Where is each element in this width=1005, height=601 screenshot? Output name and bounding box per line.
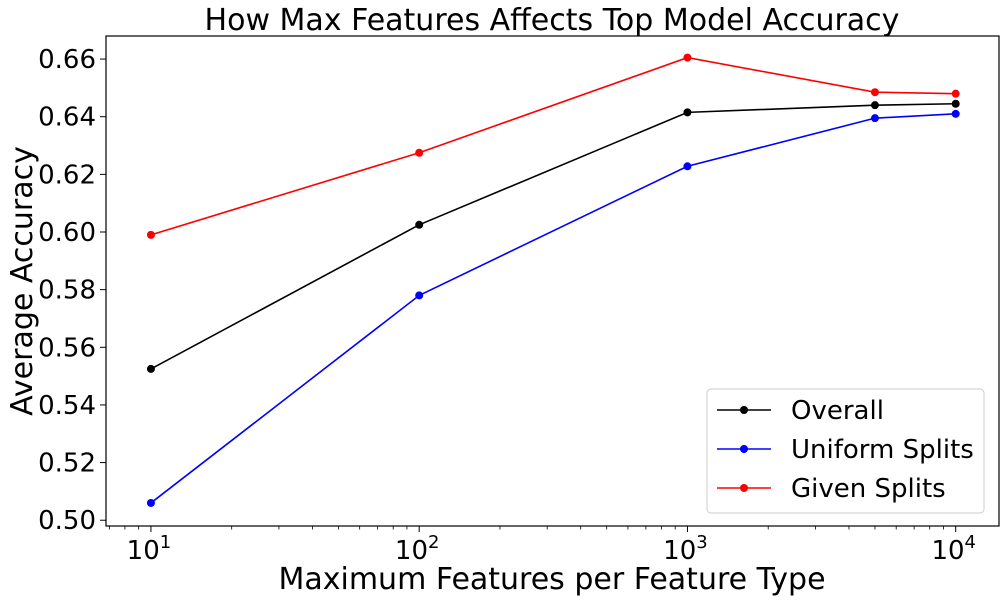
y-axis-label: Average Accuracy	[5, 146, 40, 416]
y-tick-label: 0.64	[38, 103, 96, 133]
data-point	[146, 364, 155, 373]
legend-label: Overall	[791, 396, 884, 426]
data-point	[870, 101, 879, 110]
y-tick-label: 0.58	[38, 276, 96, 306]
legend-label: Uniform Splits	[791, 435, 974, 465]
legend-swatch-marker	[740, 445, 748, 453]
data-point	[146, 498, 155, 507]
data-point	[683, 108, 692, 117]
legend-label: Given Splits	[791, 474, 946, 504]
data-point	[951, 99, 960, 108]
x-tick-label: 104	[931, 532, 976, 566]
data-point	[415, 291, 424, 300]
x-tick-label: 102	[395, 532, 440, 566]
data-point	[415, 220, 424, 229]
data-point	[683, 53, 692, 62]
y-tick-label: 0.62	[38, 160, 96, 190]
y-axis: 0.50 0.52 0.54 0.56 0.58 0.60 0.62 0.64 0.66	[38, 45, 106, 536]
chart-title: How Max Features Affects Top Model Accur…	[205, 3, 900, 38]
y-tick-label: 0.52	[38, 449, 96, 479]
y-tick-label: 0.50	[38, 506, 96, 536]
series-layer	[146, 53, 960, 507]
x-tick-label: 103	[663, 532, 708, 566]
data-point	[415, 148, 424, 157]
legend-box	[706, 388, 985, 514]
data-point	[870, 114, 879, 123]
data-point	[951, 89, 960, 98]
x-tick-label: 101	[127, 532, 172, 566]
series-line	[150, 56, 956, 236]
data-point	[870, 88, 879, 97]
data-point	[683, 162, 692, 171]
legend: Overall Uniform Splits Given Splits	[706, 388, 985, 514]
plot-area-frame	[105, 35, 1000, 527]
y-tick-label: 0.66	[38, 45, 96, 75]
series-line	[150, 102, 956, 370]
x-axis: 101 102 103 104	[108, 526, 976, 566]
data-point	[951, 109, 960, 118]
data-point	[146, 230, 155, 239]
y-tick-label: 0.54	[38, 391, 96, 421]
y-tick-label: 0.56	[38, 333, 96, 363]
x-axis-label: Maximum Features per Feature Type	[278, 562, 825, 597]
y-tick-label: 0.60	[38, 218, 96, 248]
legend-swatch-marker	[740, 406, 748, 414]
legend-swatch-marker	[740, 484, 748, 492]
